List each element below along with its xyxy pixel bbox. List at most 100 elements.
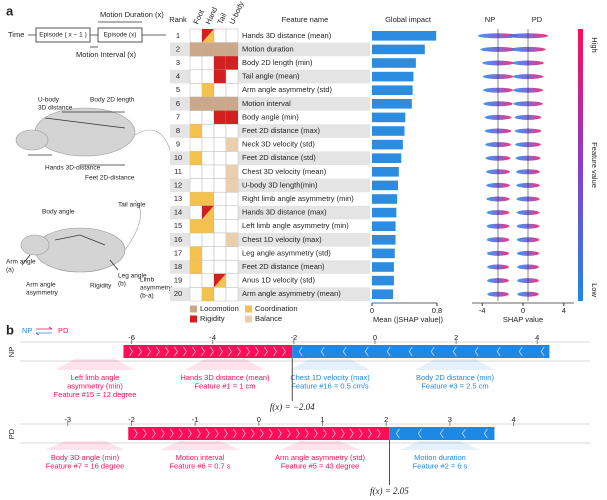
feature-name: Right limb angle asymmetry (min) bbox=[242, 194, 354, 203]
timeline-label: Episode (x) bbox=[104, 32, 137, 39]
tick-label: -6 bbox=[128, 333, 135, 342]
part-cell bbox=[202, 205, 214, 220]
feature-label: Feature #15 = 12 degree bbox=[54, 390, 137, 399]
feature-name: Chest 1D velocity (max) bbox=[242, 235, 322, 244]
chevron bbox=[417, 428, 422, 439]
fx-label: f(x) = −2.04 bbox=[270, 402, 315, 412]
impact-bar bbox=[372, 153, 402, 163]
diagram-label: Rigidity bbox=[90, 283, 112, 290]
feature-label: Feature #6 = 0.7 s bbox=[169, 461, 230, 470]
episode-box bbox=[97, 27, 143, 43]
feature-label: Feature #16 = 0.5 cm/s bbox=[291, 381, 369, 390]
part-cell bbox=[201, 178, 215, 193]
part-cell bbox=[189, 205, 203, 220]
feature-name: Feet 2D distance (mean) bbox=[242, 262, 325, 271]
chevron bbox=[210, 346, 214, 357]
rat-measures bbox=[21, 111, 126, 271]
part-cell bbox=[225, 191, 239, 207]
panel-label: b bbox=[6, 322, 14, 337]
part-cell bbox=[213, 151, 227, 166]
chevron bbox=[320, 346, 325, 357]
part-cell bbox=[201, 123, 215, 139]
feature-name: Body angle (min) bbox=[242, 112, 299, 121]
force-negative bbox=[389, 427, 495, 440]
column-header: PD bbox=[532, 15, 543, 24]
axis-label: SHAP value bbox=[503, 315, 543, 324]
panel-label: a bbox=[6, 3, 14, 18]
feature-label: Motion interval bbox=[176, 453, 225, 462]
colorbar-label: Low bbox=[590, 283, 599, 297]
chevron bbox=[255, 346, 259, 357]
tick-label: 2 bbox=[454, 333, 458, 342]
chevron bbox=[201, 346, 205, 357]
feature-name: Arm angle asymmetry (std) bbox=[242, 85, 333, 94]
feature-connector bbox=[160, 441, 240, 450]
feature-label: Feature #7 = 16 degree bbox=[46, 461, 125, 470]
rank: 13 bbox=[174, 194, 182, 203]
chevron bbox=[160, 428, 165, 439]
diagram-label: Arm angle bbox=[26, 282, 56, 289]
tick-label: 0 bbox=[521, 306, 525, 315]
feature-connector bbox=[400, 441, 480, 450]
feature-label: Feature #5 = 43 degree bbox=[281, 461, 360, 470]
chevron bbox=[452, 346, 457, 357]
feature-label: Left limb angle bbox=[71, 373, 120, 382]
timeline-label: Time bbox=[8, 30, 24, 39]
part-cell bbox=[201, 110, 215, 125]
chevron bbox=[376, 428, 381, 439]
chevron bbox=[268, 428, 273, 439]
legend-swatch bbox=[245, 315, 252, 323]
impact-bar bbox=[372, 207, 397, 218]
feature-name: Body 2D length (min) bbox=[242, 58, 313, 67]
feature-label: Hands 3D distance (mean) bbox=[180, 373, 270, 382]
chevron bbox=[259, 428, 264, 439]
impact-bar bbox=[372, 262, 394, 272]
part-cell bbox=[225, 246, 239, 261]
part-cell bbox=[213, 164, 227, 179]
part-cell bbox=[214, 110, 226, 125]
rank: 10 bbox=[174, 153, 182, 162]
tick-label: 0 bbox=[373, 333, 377, 342]
chevron bbox=[219, 346, 223, 357]
timeline-label: Motion Interval (x) bbox=[76, 50, 137, 59]
rank: 6 bbox=[176, 99, 180, 108]
part-cell bbox=[189, 55, 203, 71]
tick-label: 0 bbox=[370, 306, 374, 315]
feature-connector bbox=[415, 359, 495, 370]
feature-name: Leg angle asymmetry (std) bbox=[242, 248, 331, 257]
feature-connector bbox=[290, 359, 370, 370]
chevron bbox=[246, 346, 250, 357]
impact-bar bbox=[372, 139, 403, 150]
feature-name: Neck 3D velocity (std) bbox=[242, 140, 315, 149]
chevron bbox=[367, 428, 372, 439]
part-cell bbox=[225, 28, 239, 43]
column-header: Global impact bbox=[385, 15, 432, 24]
part-cell bbox=[225, 287, 239, 302]
impact-bar bbox=[372, 99, 412, 109]
part-cell bbox=[213, 178, 227, 193]
chevron bbox=[540, 346, 545, 357]
diagram-label: Arm angle bbox=[6, 259, 36, 266]
part-cell bbox=[189, 137, 203, 152]
plot-label: NP bbox=[7, 347, 16, 357]
column-header: Rank bbox=[169, 15, 187, 24]
impact-bar bbox=[372, 167, 399, 177]
chevron bbox=[439, 428, 444, 439]
chevron bbox=[286, 428, 291, 439]
chevron bbox=[518, 346, 523, 357]
chevron bbox=[232, 428, 237, 439]
part-cell bbox=[214, 42, 226, 57]
part-cell bbox=[226, 97, 238, 111]
tick-label: -4 bbox=[479, 306, 486, 315]
tick-label: 4 bbox=[562, 306, 566, 315]
part-cell bbox=[226, 42, 238, 57]
feature-name: Tail angle (mean) bbox=[242, 72, 300, 81]
diagram-label: (b) bbox=[118, 281, 126, 288]
chevron bbox=[241, 428, 246, 439]
chevron bbox=[151, 428, 156, 439]
legend-label: Rigidity bbox=[200, 314, 225, 323]
diagram-label: Hands 3D-distance bbox=[45, 165, 101, 172]
tick-label: -1 bbox=[192, 415, 199, 424]
part-cell bbox=[189, 178, 203, 193]
part-cell bbox=[189, 69, 203, 84]
